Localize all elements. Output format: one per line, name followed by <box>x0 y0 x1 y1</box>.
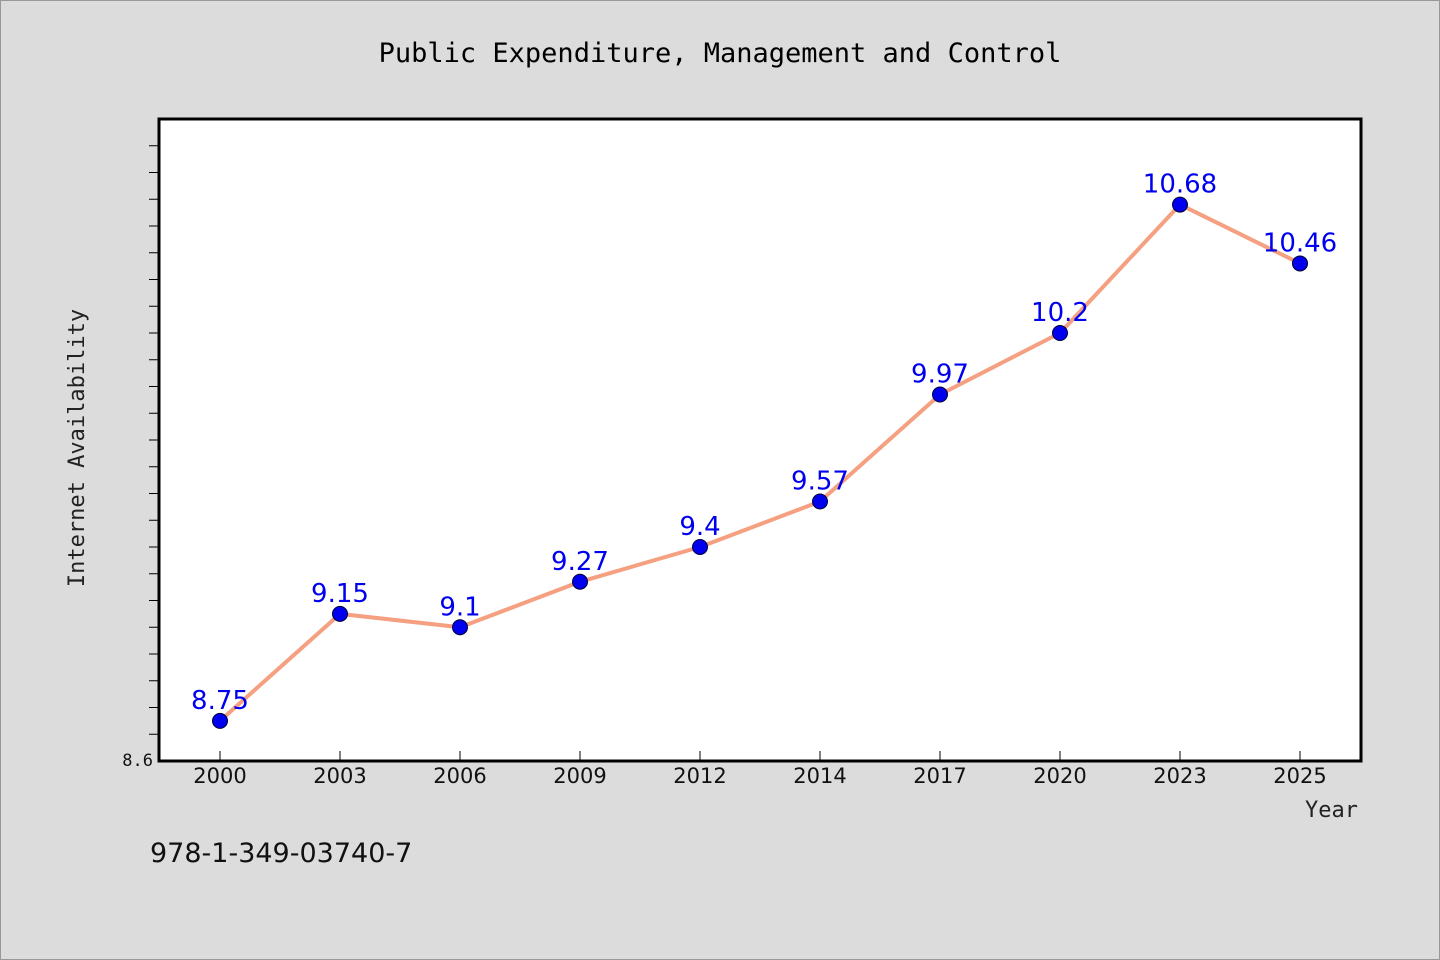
data-label-2025: 10.46 <box>1263 228 1337 258</box>
data-label-2012: 9.4 <box>679 512 720 542</box>
x-tick-label-2014: 2014 <box>793 764 846 788</box>
x-tick-label-2020: 2020 <box>1033 764 1086 788</box>
data-point-2006 <box>452 619 468 636</box>
data-point-2017 <box>932 386 948 403</box>
x-tick-label-2012: 2012 <box>673 764 726 788</box>
data-point-2020 <box>1052 325 1068 341</box>
x-tick-label-2023: 2023 <box>1153 764 1206 788</box>
data-label-2006: 9.1 <box>439 592 480 622</box>
data-label-2017: 9.97 <box>911 360 969 390</box>
isbn-footer: 978-1-349-03740-7 <box>150 838 412 869</box>
x-axis-tick-labels: 2000 2003 2006 2009 2012 2014 2017 2020 2023 2025 <box>193 764 1326 788</box>
data-point-2014 <box>812 493 828 510</box>
data-point-2025 <box>1292 255 1308 272</box>
y-axis-ticks <box>149 145 159 735</box>
series-layer: 8.75 9.15 9.1 9.27 9.4 9.57 9.97 10.2 10.68 10.46 <box>191 170 1337 729</box>
data-point-2012 <box>692 539 708 555</box>
x-tick-label-2000: 2000 <box>193 764 246 788</box>
data-point-2003 <box>332 605 348 622</box>
data-point-2023 <box>1172 196 1188 213</box>
x-tick-label-2025: 2025 <box>1273 764 1326 788</box>
x-tick-label-2006: 2006 <box>433 764 486 788</box>
y-tick-label-min: 8.6 <box>122 751 153 771</box>
data-point-2000 <box>212 712 228 729</box>
data-label-2009: 9.27 <box>551 547 609 577</box>
series-line <box>218 202 1302 723</box>
x-tick-label-2009: 2009 <box>553 764 606 788</box>
data-label-2014: 9.57 <box>791 467 849 497</box>
plot-area <box>157 117 1363 763</box>
data-point-2009 <box>572 573 588 590</box>
data-label-2023: 10.68 <box>1143 170 1217 200</box>
data-label-2000: 8.75 <box>191 686 249 716</box>
x-tick-label-2003: 2003 <box>313 764 366 788</box>
x-axis-ticks <box>219 751 1301 761</box>
data-label-2020: 10.2 <box>1031 298 1089 328</box>
x-tick-label-2017: 2017 <box>913 764 966 788</box>
y-axis-label: Internet Availability <box>65 309 90 587</box>
data-label-2003: 9.15 <box>311 579 369 609</box>
x-axis-label: Year <box>1305 798 1358 823</box>
chart-title: Public Expenditure, Management and Contr… <box>379 38 1062 69</box>
